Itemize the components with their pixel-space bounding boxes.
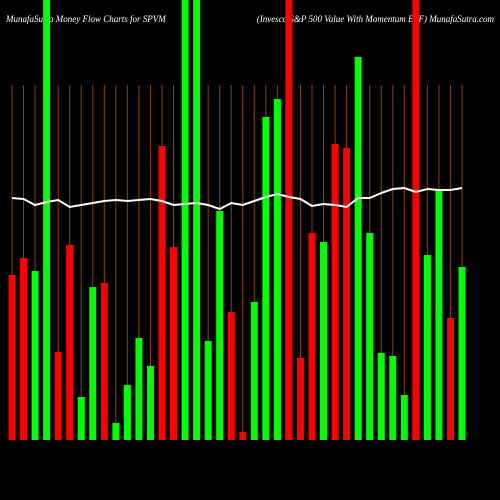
bar — [435, 190, 443, 440]
bar — [112, 423, 120, 440]
bar — [320, 242, 328, 440]
bar — [377, 353, 385, 440]
bar — [273, 99, 281, 440]
bar — [458, 267, 466, 440]
bar — [20, 258, 28, 440]
bar — [89, 287, 97, 440]
bar — [31, 271, 39, 440]
bar — [285, 0, 293, 440]
bar — [66, 245, 74, 440]
bar — [331, 144, 339, 440]
bar — [446, 318, 454, 440]
bar — [239, 432, 247, 440]
bar — [135, 338, 143, 440]
bar — [296, 358, 304, 440]
bar — [308, 233, 316, 440]
bar — [354, 57, 362, 440]
bar — [216, 211, 224, 440]
chart-subtitle: (Invesco S&P 500 Value With Momentum ETF… — [257, 14, 495, 24]
bar — [423, 255, 431, 440]
bar — [412, 0, 420, 440]
bar — [400, 395, 408, 440]
bar — [123, 385, 131, 440]
bar — [146, 366, 154, 440]
bar — [181, 0, 189, 440]
bar — [204, 341, 212, 440]
bar — [389, 356, 397, 440]
bar — [170, 247, 178, 440]
bar — [100, 283, 108, 440]
bar — [227, 312, 235, 440]
bar — [343, 148, 351, 440]
bar — [77, 397, 85, 440]
money-flow-line — [11, 186, 463, 211]
bar — [8, 275, 16, 440]
bar — [193, 0, 201, 440]
bar — [43, 0, 51, 440]
bar — [250, 302, 258, 440]
bar — [366, 233, 374, 440]
chart-title: MunafaSutra Money Flow Charts for SPVM — [5, 14, 166, 24]
bar — [54, 352, 62, 440]
bar — [158, 146, 166, 440]
bar — [262, 117, 270, 440]
